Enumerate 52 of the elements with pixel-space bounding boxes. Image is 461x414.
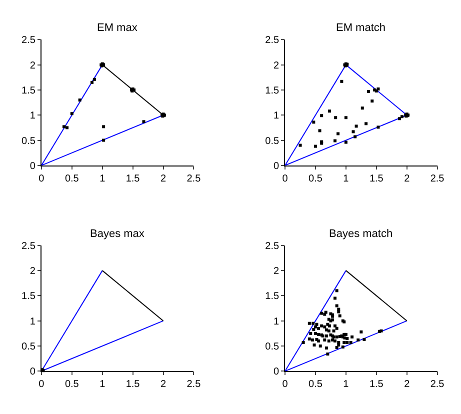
y-tick-label: 1: [30, 110, 36, 122]
y-tick-label: 2.5: [22, 35, 36, 46]
y-tick-label: 1.5: [265, 85, 280, 96]
y-tick-label: 0.5: [22, 136, 36, 147]
x-tick-label: 2: [404, 379, 410, 390]
x-tick-label: 1.5: [369, 379, 384, 390]
y-tick-label: 2: [30, 266, 36, 278]
x-tick-label: 1.5: [126, 379, 140, 390]
x-tick-label: 2: [404, 173, 410, 184]
y-tick-label: 1.5: [265, 291, 280, 302]
chart-title: Bayes match: [329, 228, 393, 240]
x-tick-label: 1: [100, 379, 106, 390]
x-tick-label: 2.5: [430, 379, 445, 390]
y-tick-label: 0.5: [265, 341, 280, 352]
x-tick-label: 2.5: [186, 173, 202, 184]
y-tick-label: 2.5: [22, 240, 36, 252]
x-tick-label: 0: [282, 173, 288, 184]
y-tick-label: 0: [273, 366, 280, 378]
y-tick-label: 0: [273, 160, 280, 172]
y-tick-label: 2.5: [265, 240, 280, 252]
y-tick-label: 1: [273, 110, 280, 122]
x-tick-label: 0: [38, 379, 45, 390]
y-tick-label: 2: [30, 60, 36, 72]
x-tick-label: 1: [100, 173, 106, 184]
y-tick-label: 1.5: [22, 85, 36, 96]
x-tick-label: 0.5: [64, 173, 80, 184]
chart-title: EM match: [336, 22, 386, 34]
y-tick-label: 0: [30, 160, 36, 172]
x-tick-label: 2: [160, 379, 166, 390]
y-tick-label: 0.5: [265, 136, 280, 147]
x-tick-label: 2.5: [186, 379, 202, 390]
x-tick-label: 2.5: [430, 173, 445, 184]
x-tick-label: 0.5: [308, 173, 323, 184]
x-tick-label: 1.5: [126, 173, 140, 184]
chart-title: Bayes max: [90, 228, 145, 240]
x-tick-label: 1: [343, 173, 350, 184]
y-tick-label: 1: [273, 316, 280, 328]
y-tick-label: 0.5: [22, 341, 36, 352]
y-tick-label: 1.5: [22, 291, 36, 302]
x-tick-label: 0: [282, 379, 288, 390]
y-tick-label: 0: [30, 366, 36, 378]
x-tick-label: 0: [38, 173, 45, 184]
x-tick-label: 0.5: [308, 379, 323, 390]
x-tick-label: 2: [160, 173, 166, 184]
y-tick-label: 2: [273, 266, 280, 278]
x-tick-label: 1: [343, 379, 350, 390]
y-tick-label: 2: [273, 60, 280, 72]
y-tick-label: 1: [30, 316, 36, 328]
y-tick-label: 2.5: [265, 35, 280, 46]
chart-title: EM max: [97, 22, 138, 34]
x-tick-label: 1.5: [369, 173, 384, 184]
x-tick-label: 0.5: [64, 379, 80, 390]
